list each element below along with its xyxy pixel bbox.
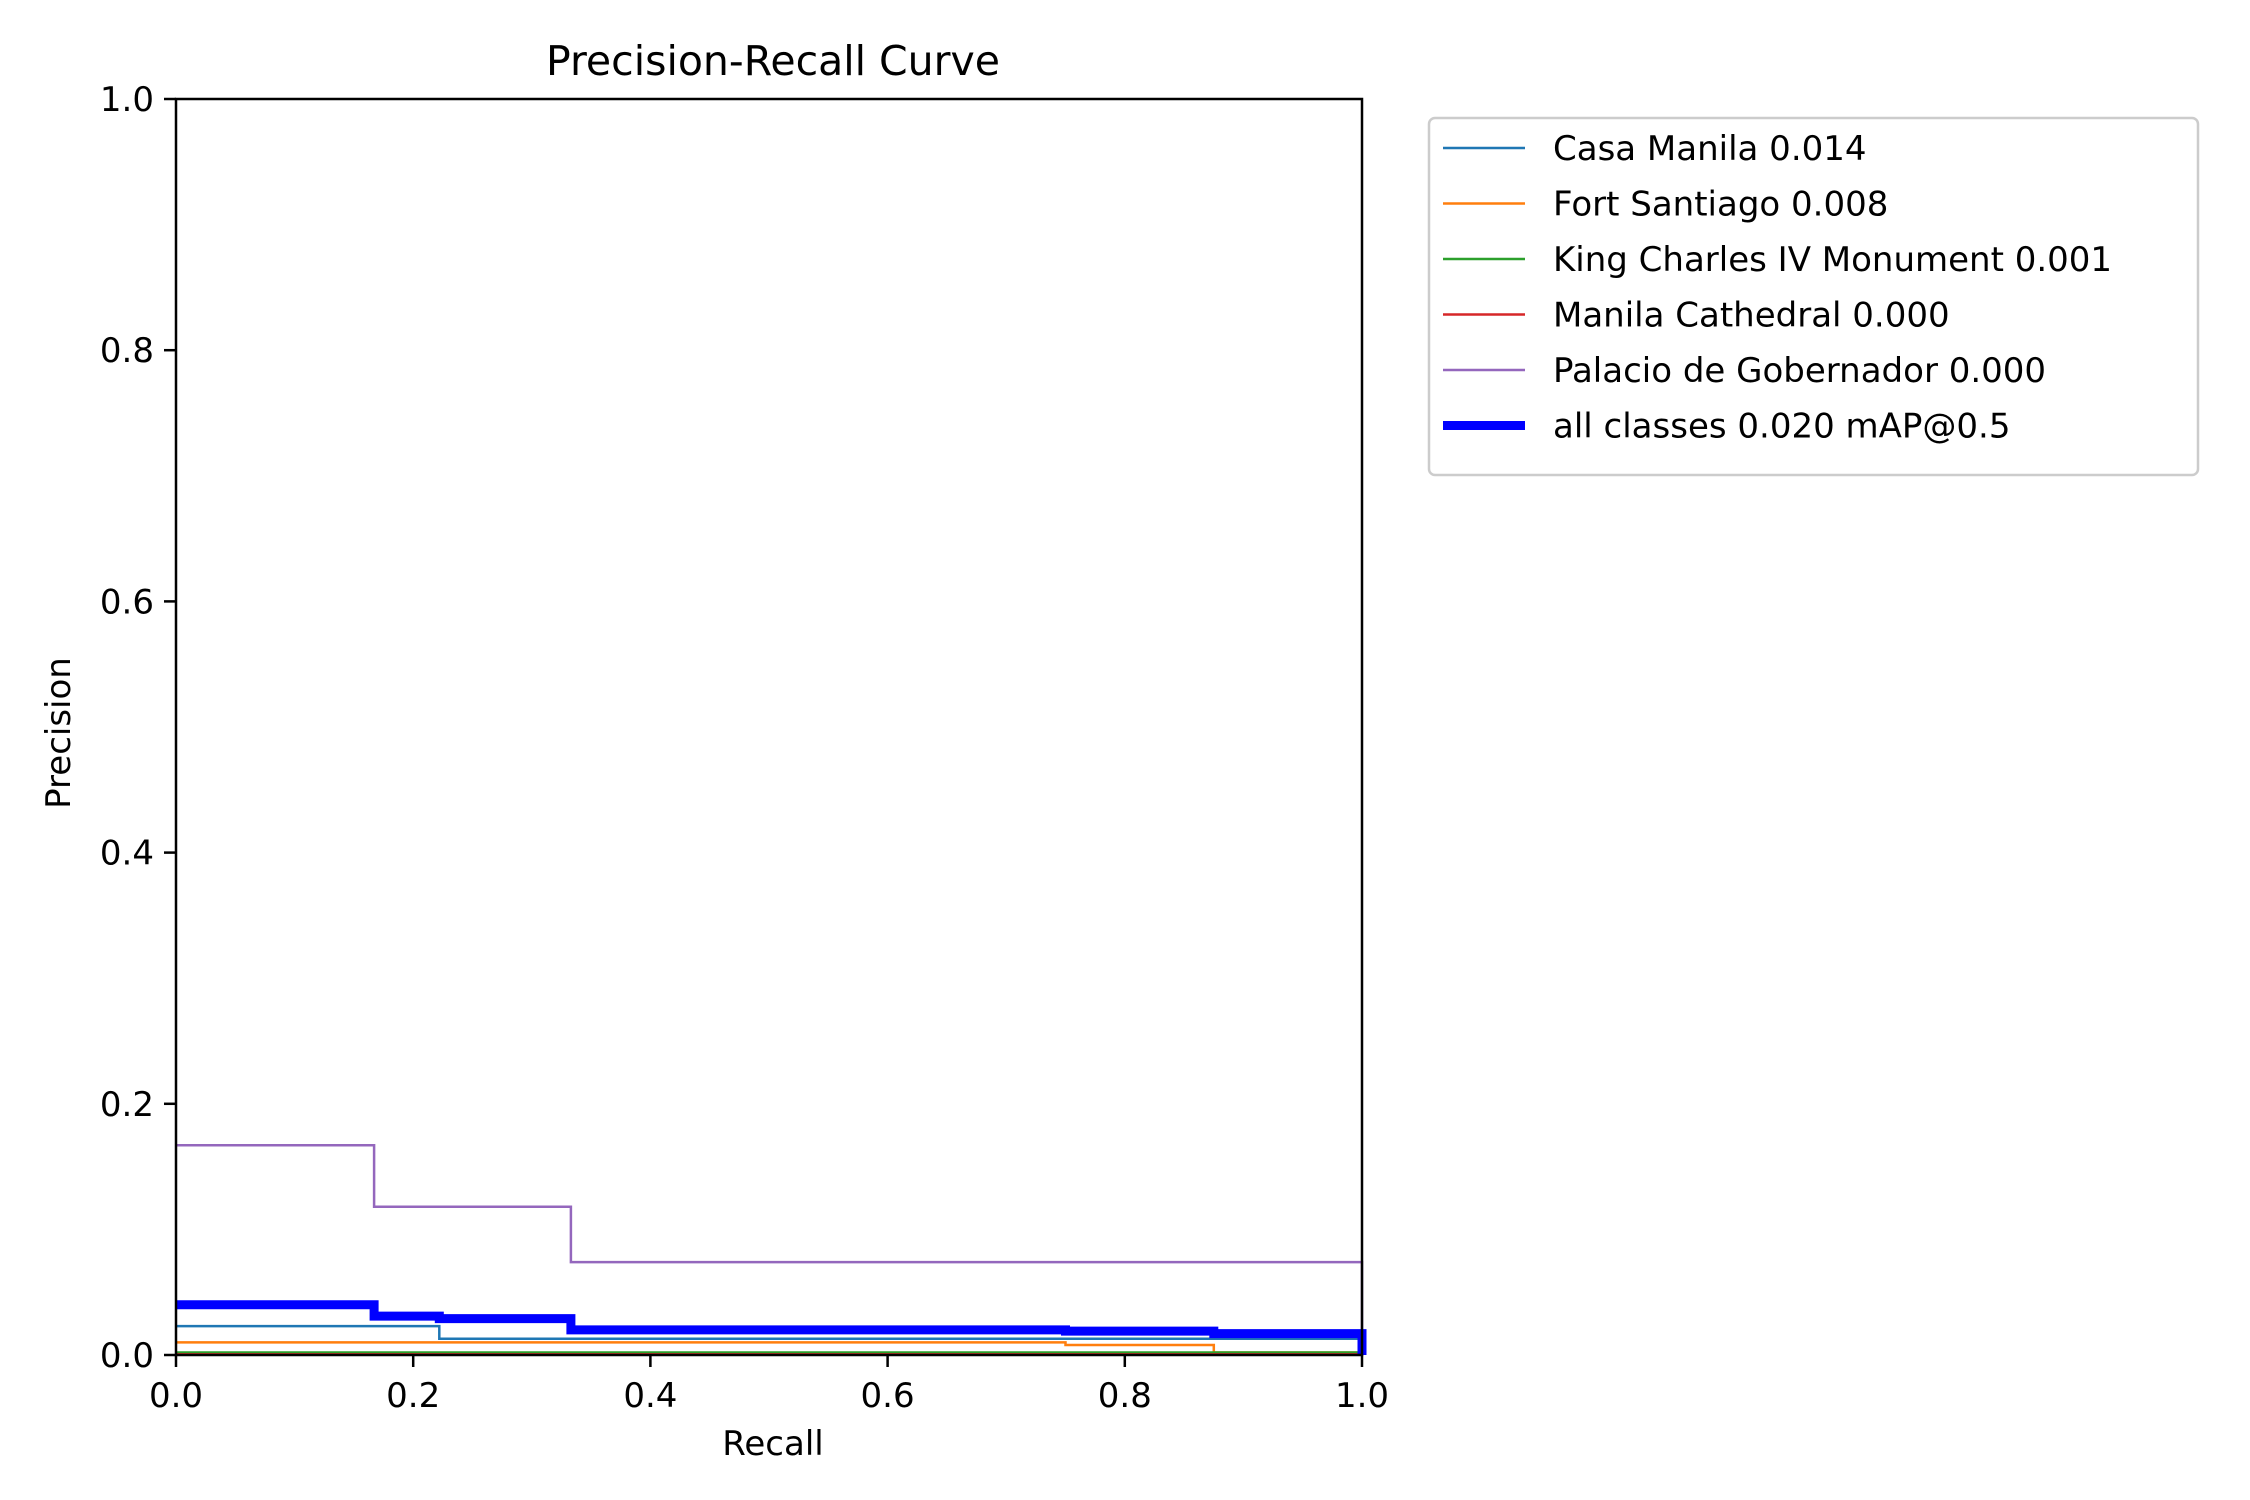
legend-label: Manila Cathedral 0.000 (1553, 296, 1950, 336)
x-axis-label: Recall (722, 1424, 823, 1464)
legend-label: Casa Manila 0.014 (1553, 129, 1867, 169)
x-tick-label: 0.2 (386, 1376, 440, 1416)
plot-area (176, 1143, 1367, 1356)
legend-box (1427, 116, 2200, 477)
chart-title: Precision-Recall Curve (546, 37, 1000, 85)
legend-label: all classes 0.020 mAP@0.5 (1553, 407, 2010, 447)
y-axis-label: Precision (39, 657, 79, 809)
y-tick-label: 0.2 (100, 1085, 154, 1125)
legend: Casa Manila 0.014 Fort Santiago 0.008 King… (1427, 116, 2200, 477)
y-tick-label: 0.8 (100, 331, 154, 371)
legend-label: Fort Santiago 0.008 (1553, 185, 1888, 225)
plot-frame (174, 97, 1364, 1357)
series-line-all-classes-0-020-map-0-5 (176, 1300, 1367, 1355)
y-tick-label: 0.4 (100, 834, 154, 874)
x-tick-label: 0.8 (1098, 1376, 1152, 1416)
legend-label: Palacio de Gobernador 0.000 (1553, 351, 2046, 391)
series-line-palacio-de-gobernador-0-000 (176, 1143, 1364, 1355)
legend-label: King Charles IV Monument 0.001 (1553, 240, 2112, 280)
x-tick-label: 1.0 (1335, 1376, 1389, 1416)
x-tick-label: 0.0 (149, 1376, 203, 1416)
x-tick-label: 0.6 (861, 1376, 915, 1416)
y-tick-label: 1.0 (100, 80, 154, 120)
x-tick-label: 0.4 (623, 1376, 677, 1416)
axes: 0.0 0.2 0.4 0.6 0.8 1.0 0.0 0.2 0.4 0.6 0.8 1.0 (100, 80, 1389, 1416)
y-tick-label: 0.6 (100, 582, 154, 622)
y-tick-label: 0.0 (100, 1336, 154, 1376)
